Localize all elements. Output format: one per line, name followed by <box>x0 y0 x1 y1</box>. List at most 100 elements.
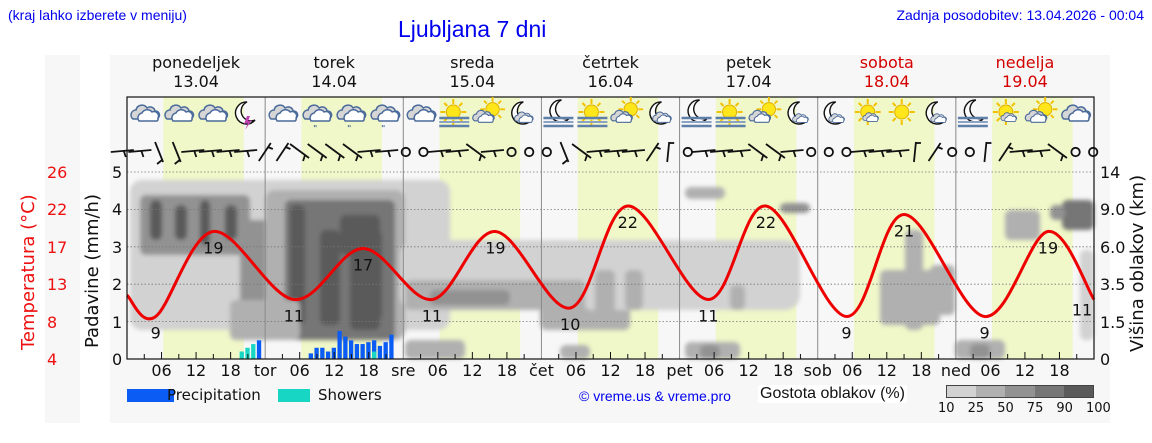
day-abbr-label: čet <box>528 361 554 380</box>
cloud-density-layer <box>130 180 1094 359</box>
hour-label: 12 <box>1014 361 1036 380</box>
showers-legend-swatch <box>278 389 310 402</box>
showers-legend-label: Showers <box>318 386 382 404</box>
day-header: sreda 15.04 <box>407 53 537 91</box>
hour-label: 06 <box>565 361 587 380</box>
hour-label: 06 <box>703 361 725 380</box>
temperature-line <box>125 204 1096 321</box>
temperature-label: 9 <box>151 324 161 343</box>
precipitation-bar <box>314 347 319 359</box>
precipitation-tick: 0 <box>112 350 123 369</box>
page-title: Ljubljana 7 dni <box>398 16 547 42</box>
cloud-height-tick: 0 <box>1100 350 1111 369</box>
hour-label: 12 <box>738 361 759 380</box>
precipitation-bar <box>377 345 383 359</box>
showers-bar <box>239 351 244 359</box>
day-name: petek <box>725 53 772 72</box>
precipitation-bar <box>360 344 365 359</box>
plot-frame <box>126 96 1095 360</box>
precipitation-bar <box>325 351 331 359</box>
temperature-label: 22 <box>756 213 776 232</box>
day-header: petek 17.04 <box>684 53 814 91</box>
cloud-height-tick: 9.0 <box>1100 200 1126 220</box>
density-scale-label: 75 <box>1026 401 1044 416</box>
precipitation-bar <box>308 353 313 359</box>
showers-bar <box>245 347 250 359</box>
day-abbr-label: ned <box>940 361 971 380</box>
last-update: Zadnja posodobitev: 13.04.2026 - 00:04 <box>896 7 1144 23</box>
cloud-height-tick: 6.0 <box>1100 237 1126 257</box>
day-abbr-label: sre <box>391 361 416 380</box>
day-name: sobota <box>859 53 914 72</box>
day-header: četrtek 16.04 <box>546 53 676 91</box>
day-abbr-label: tor <box>253 361 277 380</box>
precipitation-bar <box>343 336 348 359</box>
day-header: sobota 18.04 <box>822 53 952 91</box>
daylight-band <box>715 97 797 359</box>
hour-label: 06 <box>151 361 172 380</box>
hour-label: 06 <box>980 361 1001 380</box>
precipitation-bar <box>354 344 360 359</box>
precipitation-tick: 3 <box>112 237 123 257</box>
temperature-label: 17 <box>353 256 373 275</box>
precipitation-tick: 5 <box>112 163 123 182</box>
hour-label: 18 <box>634 361 656 380</box>
hour-label: 18 <box>220 361 241 380</box>
temperature-tick: 4 <box>47 350 58 369</box>
wind-barbs-row <box>110 141 1099 165</box>
hour-label: 12 <box>876 361 897 380</box>
precipitation-tick: 4 <box>112 200 123 220</box>
showers-bar <box>372 351 377 359</box>
temperature-label: 19 <box>1038 239 1058 258</box>
daylight-band <box>439 97 521 359</box>
hour-label: 18 <box>772 361 794 380</box>
temperature-label: 9 <box>841 324 851 343</box>
hour-label: 12 <box>185 361 207 380</box>
day-header: torek 14.04 <box>269 53 399 91</box>
density-scale-label: 90 <box>1056 401 1073 416</box>
temperature-label: 10 <box>560 315 580 334</box>
region-select-note[interactable]: (kraj lahko izberete v meniju) <box>8 7 187 23</box>
precipitation-bar <box>320 347 325 359</box>
temperature-tick: 22 <box>47 200 68 220</box>
density-swatch <box>975 385 1006 398</box>
density-swatch <box>1064 385 1094 398</box>
day-date: 18.04 <box>863 72 910 91</box>
temperature-label: 9 <box>980 324 990 343</box>
copyright-link[interactable]: © vreme.us & vreme.pro <box>579 388 731 404</box>
day-date: 15.04 <box>449 72 496 91</box>
hour-label: 18 <box>1049 361 1070 380</box>
precipitation-bar <box>256 340 262 359</box>
precipitation-tick: 2 <box>112 275 123 295</box>
density-swatch <box>1034 385 1065 398</box>
day-date: 16.04 <box>587 72 634 91</box>
cloud-density-title: Gostota oblakov (%) <box>758 385 907 403</box>
precipitation-bar <box>389 334 394 359</box>
temperature-label: 22 <box>618 213 638 232</box>
density-scale-label: 10 <box>938 401 955 416</box>
cloud-height-tick: 14 <box>1100 163 1121 182</box>
day-abbr-label: pet <box>666 361 693 380</box>
day-date: 14.04 <box>311 72 358 91</box>
temperature-label: 19 <box>485 239 505 258</box>
svg-text:": " <box>381 124 385 133</box>
precipitation-legend-swatch <box>127 389 174 402</box>
density-scale-label: 25 <box>967 401 985 416</box>
day-abbr-label: sob <box>803 361 832 380</box>
temperature-label: 11 <box>284 307 304 326</box>
hour-label: 18 <box>911 361 932 380</box>
cloudy-rain-icon: " <box>336 104 367 133</box>
density-swatch <box>1005 385 1035 398</box>
precipitation-legend-label: Precipitation <box>167 386 261 404</box>
density-scale-label: 100 <box>1086 401 1111 416</box>
precipitation-bar <box>366 342 371 359</box>
precipitation-bar <box>348 340 354 359</box>
temperature-tick: 13 <box>47 275 68 295</box>
day-name: sreda <box>450 53 495 72</box>
precipitation-bar <box>337 330 342 359</box>
day-name: nedelja <box>995 53 1055 72</box>
temperature-tick: 17 <box>47 237 68 257</box>
hour-label: 18 <box>496 361 518 380</box>
hour-label: 12 <box>324 361 345 380</box>
